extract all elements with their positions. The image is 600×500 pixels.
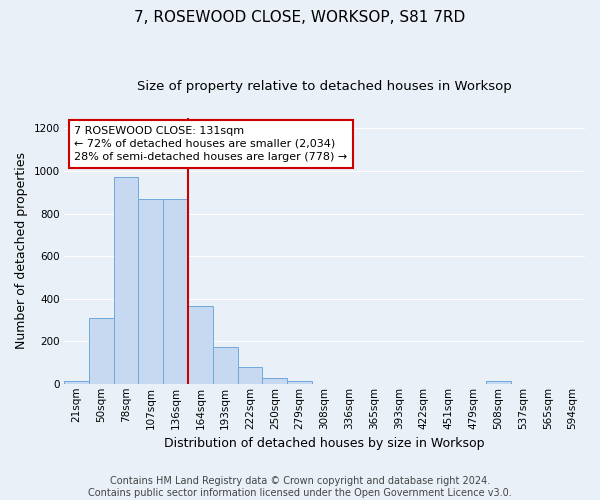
Title: Size of property relative to detached houses in Worksop: Size of property relative to detached ho… <box>137 80 512 93</box>
Bar <box>262 378 287 384</box>
Text: Contains HM Land Registry data © Crown copyright and database right 2024.
Contai: Contains HM Land Registry data © Crown c… <box>88 476 512 498</box>
Bar <box>486 380 511 384</box>
Bar <box>238 366 262 384</box>
Bar <box>113 178 139 384</box>
Y-axis label: Number of detached properties: Number of detached properties <box>15 152 28 350</box>
X-axis label: Distribution of detached houses by size in Worksop: Distribution of detached houses by size … <box>164 437 485 450</box>
Bar <box>89 318 113 384</box>
Bar <box>139 198 163 384</box>
Bar <box>287 380 312 384</box>
Bar <box>163 198 188 384</box>
Bar <box>64 380 89 384</box>
Text: 7, ROSEWOOD CLOSE, WORKSOP, S81 7RD: 7, ROSEWOOD CLOSE, WORKSOP, S81 7RD <box>134 10 466 25</box>
Bar <box>188 306 213 384</box>
Text: 7 ROSEWOOD CLOSE: 131sqm
← 72% of detached houses are smaller (2,034)
28% of sem: 7 ROSEWOOD CLOSE: 131sqm ← 72% of detach… <box>74 126 347 162</box>
Bar <box>213 346 238 384</box>
